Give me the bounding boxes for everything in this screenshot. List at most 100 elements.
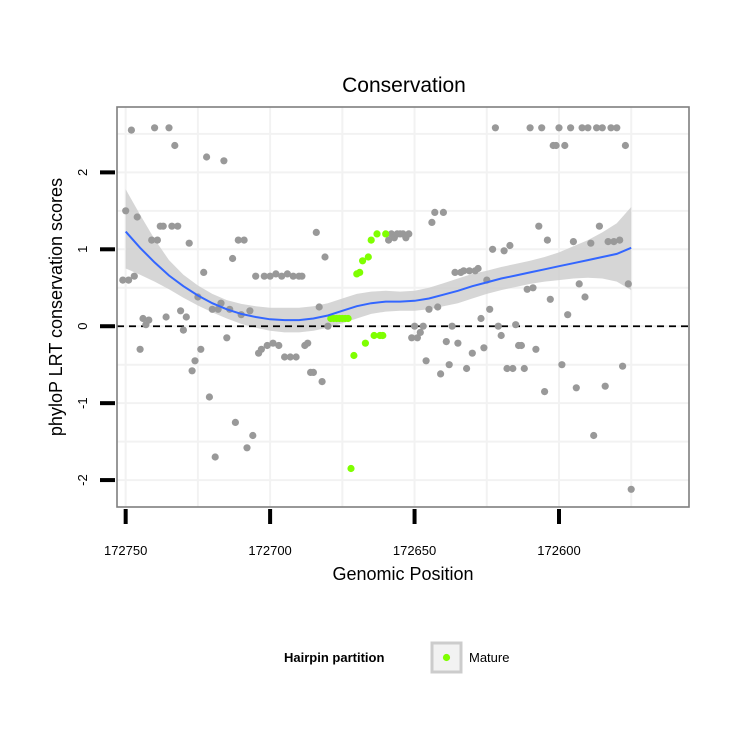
y-tick-label: -1 [75, 397, 90, 409]
point-mature [350, 351, 358, 360]
point-other [246, 307, 254, 315]
point-other [413, 334, 421, 342]
point-other [309, 368, 317, 376]
point-other [572, 384, 580, 392]
point-other [249, 431, 257, 440]
point-other [208, 305, 216, 313]
point-other [174, 222, 182, 230]
point-mature [370, 331, 378, 340]
point-other [182, 313, 190, 321]
point-other [312, 228, 320, 236]
point-other [619, 362, 627, 370]
point-other [122, 207, 130, 215]
point-other [621, 141, 630, 150]
point-other [442, 338, 450, 346]
point-other [437, 370, 445, 378]
y-tick-label: 1 [75, 246, 90, 253]
point-other [188, 367, 196, 375]
point-other [578, 124, 586, 132]
point-other [546, 295, 554, 303]
point-other [151, 124, 159, 132]
point-other [260, 272, 268, 280]
point-mature [359, 257, 367, 265]
point-other [153, 236, 161, 244]
point-mature [347, 464, 355, 473]
point-other [139, 314, 147, 323]
point-other [269, 339, 277, 347]
point-other [497, 331, 505, 340]
point-mature [356, 268, 364, 276]
point-other [541, 388, 549, 396]
point-other [272, 270, 280, 278]
confidence-ribbon [125, 189, 632, 333]
point-other [593, 124, 601, 132]
point-other [448, 322, 456, 330]
point-mature [382, 230, 390, 238]
point-other [567, 124, 575, 132]
point-other [494, 322, 502, 330]
point-other [439, 208, 447, 216]
point-other [223, 334, 231, 342]
point-other [419, 322, 427, 330]
point-other [561, 141, 569, 150]
point-other [434, 303, 442, 311]
point-other [315, 303, 323, 311]
point-other [590, 431, 598, 440]
y-tick-label: 2 [75, 169, 90, 176]
point-other [289, 272, 297, 280]
x-tick-label: 172750 [104, 543, 147, 558]
plot-panel [116, 106, 690, 508]
panel-border [116, 106, 690, 508]
point-other [500, 247, 508, 255]
point-other [598, 124, 606, 132]
point-other [231, 418, 239, 426]
point-other [489, 245, 497, 253]
point-other [581, 293, 589, 301]
point-other [171, 141, 179, 150]
points-other [119, 124, 635, 493]
x-axis-title: Genomic Position [332, 564, 473, 584]
point-other [468, 349, 476, 357]
point-other [503, 364, 511, 373]
x-tick-label: 172700 [248, 543, 291, 558]
point-other [558, 361, 566, 369]
point-other [197, 345, 205, 353]
point-other [564, 311, 572, 319]
point-other [125, 276, 133, 284]
point-other [211, 453, 219, 461]
point-other [465, 267, 473, 275]
point-other [509, 364, 517, 373]
point-other [266, 272, 274, 280]
points-mature [327, 230, 390, 473]
point-mature [364, 253, 372, 261]
point-other [460, 267, 468, 275]
smooth-line [124, 230, 632, 322]
y-axis: 2 1 0 -1 -2 [75, 169, 115, 486]
point-other [520, 364, 528, 373]
point-other [405, 230, 413, 238]
point-other [214, 305, 222, 313]
point-mature [373, 230, 381, 238]
point-other [286, 353, 294, 361]
point-other [136, 345, 144, 353]
legend-label-mature: Mature [469, 650, 509, 665]
point-other [601, 382, 609, 390]
point-other [281, 353, 289, 361]
point-other [538, 124, 546, 132]
point-other [165, 124, 173, 132]
point-other [240, 236, 248, 244]
point-other [624, 280, 632, 288]
point-other [543, 236, 552, 244]
point-other [191, 357, 199, 365]
point-other [575, 280, 583, 288]
point-other [463, 364, 471, 373]
y-tick-label: 0 [75, 323, 90, 330]
legend-title: Hairpin partition [284, 650, 384, 665]
point-other [428, 218, 436, 226]
point-other [445, 361, 453, 369]
point-other [425, 305, 433, 313]
point-other [283, 270, 291, 278]
point-other [130, 272, 138, 280]
point-other [451, 268, 459, 276]
point-mature [367, 236, 375, 244]
